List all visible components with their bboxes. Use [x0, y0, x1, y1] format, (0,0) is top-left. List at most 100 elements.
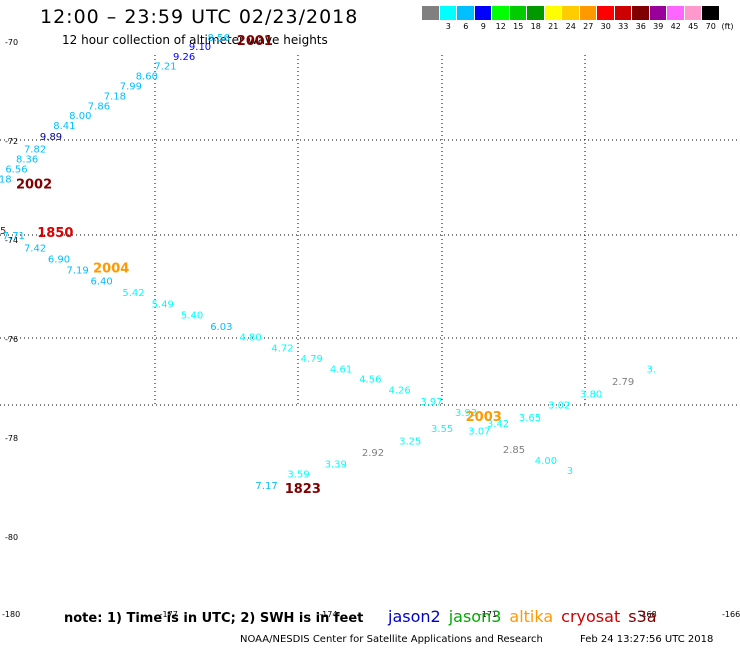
wave-height-value: 3.39: [325, 460, 347, 471]
wave-height-value: 9.26: [173, 52, 195, 63]
wave-height-value: 5.42: [122, 288, 144, 299]
pass-time-label: 2004: [93, 262, 129, 277]
wave-height-value: 2.79: [612, 377, 634, 388]
wave-height-value: 8.45: [0, 226, 6, 237]
legend-swatch-label: 12: [495, 22, 506, 31]
wave-height-value: 7.18: [104, 91, 126, 102]
legend-swatch-label: 39: [653, 22, 664, 31]
satellite-name: jason3: [448, 607, 502, 626]
wave-height-value: 3.25: [399, 436, 421, 447]
x-tick-label: -180: [2, 610, 20, 619]
legend-swatch-label: 27: [583, 22, 594, 31]
wave-height-value: 3.65: [519, 413, 541, 424]
legend-swatch-label: 18: [530, 22, 541, 31]
pass-time-label: 1850: [37, 226, 73, 241]
legend-swatch: [632, 6, 650, 20]
legend-swatch-label: 30: [600, 22, 611, 31]
satellite-name: jason2: [388, 607, 441, 626]
legend-swatch-label: 15: [513, 22, 524, 31]
legend-swatch: [439, 6, 457, 20]
legend-swatch-label: 24: [565, 22, 576, 31]
wave-height-value: 7.21: [154, 62, 176, 73]
wave-height-value: 3.97: [420, 397, 442, 408]
pass-time-label: 2001: [237, 34, 273, 49]
wave-height-value: 5.40: [181, 311, 203, 322]
legend-swatch-label: 42: [670, 22, 681, 31]
legend-swatch-label: 33: [618, 22, 629, 31]
satellite-name: altika: [509, 607, 554, 626]
legend-swatch-label: 45: [688, 22, 699, 31]
wave-height-value: 3.55: [431, 424, 453, 435]
legend-swatch-label: 3: [445, 22, 451, 31]
legend-swatch: [614, 6, 632, 20]
legend-swatch: [649, 6, 667, 20]
pass-time-label: 2003: [466, 410, 502, 425]
wave-height-value: 6.03: [210, 322, 232, 333]
color-scale-legend: [422, 6, 720, 20]
pass-time-label: 1823: [285, 482, 321, 497]
y-tick-label: -70: [5, 38, 18, 47]
wave-height-value: 2.85: [503, 445, 525, 456]
legend-unit: (ft): [721, 22, 734, 31]
legend-swatch-label: 21: [548, 22, 559, 31]
wave-height-value: 8.00: [69, 111, 91, 122]
wave-height-value: 5.49: [152, 299, 174, 310]
legend-swatch: [492, 6, 510, 20]
satellite-name: s3a: [628, 607, 657, 626]
x-tick-label: -166: [722, 610, 740, 619]
x-tick-label: -174: [319, 610, 337, 619]
wave-height-value: 7.17: [255, 481, 277, 492]
legend-swatch: [684, 6, 702, 20]
wave-height-value: 8.41: [53, 121, 75, 132]
wave-height-value: 9.10: [189, 42, 211, 53]
wave-height-value: 4.56: [359, 375, 381, 386]
wave-height-value: 7.42: [24, 243, 46, 254]
wave-height-value: 3.42: [487, 419, 509, 430]
wave-height-value: 9.89: [40, 132, 62, 143]
legend-swatch: [544, 6, 562, 20]
credit-line: NOAA/NESDIS Center for Satellite Applica…: [240, 634, 543, 645]
legend-swatch: [597, 6, 615, 20]
wave-height-value: 7.82: [24, 144, 46, 155]
wave-height-value: 7.99: [120, 82, 142, 93]
y-tick-label: -78: [5, 434, 18, 443]
legend-swatch: [667, 6, 685, 20]
wave-height-value: 7.71: [3, 231, 25, 242]
wave-height-value: 3.02: [548, 400, 570, 411]
wave-height-value: 3.07: [468, 427, 490, 438]
legend-swatch: [457, 6, 475, 20]
x-tick-label: -177: [160, 610, 178, 619]
chart-title: 12:00 – 23:59 UTC 02/23/2018: [40, 6, 359, 28]
wave-height-value: 2.92: [362, 448, 384, 459]
wave-height-value: 3.93: [455, 408, 477, 419]
wave-height-value: 4.72: [271, 343, 293, 354]
legend-swatch: [562, 6, 580, 20]
legend-swatch-label: 6: [463, 22, 469, 31]
y-tick-label: -74: [5, 236, 18, 245]
wave-height-value: 4.26: [388, 385, 410, 396]
legend-swatch: [702, 6, 720, 20]
wave-height-value: 4.79: [301, 354, 323, 365]
y-tick-label: -72: [5, 137, 18, 146]
legend-swatch: [509, 6, 527, 20]
generated-timestamp: Feb 24 13:27:56 UTC 2018: [580, 634, 714, 645]
wave-height-value: 4.80: [239, 332, 261, 343]
wave-height-value: 3.: [647, 365, 657, 376]
pass-time-label: 2002: [16, 178, 52, 193]
satellite-name: cryosat: [561, 607, 621, 626]
y-tick-label: -76: [5, 335, 18, 344]
chart-subtitle: 12 hour collection of altimeter wave hei…: [62, 33, 328, 47]
legend-swatch: [474, 6, 492, 20]
wave-height-value: 8.60: [136, 72, 158, 83]
wave-height-value: 4.00: [535, 456, 557, 467]
legend-swatch: [527, 6, 545, 20]
wave-height-value: 7.18: [0, 175, 12, 186]
satellite-legend: jason2 jason3 altika cryosat s3a: [388, 607, 657, 626]
wave-height-value: 7.86: [88, 101, 110, 112]
legend-swatch-label: 9: [480, 22, 486, 31]
footnote: note: 1) Time is in UTC; 2) SWH is in fe…: [64, 611, 364, 626]
wave-height-value: 8.36: [16, 154, 38, 165]
color-scale-labels: 3 6 9 12 15 18 21 24 27 30 33 36 39 42 45 70 (ft): [422, 22, 734, 31]
